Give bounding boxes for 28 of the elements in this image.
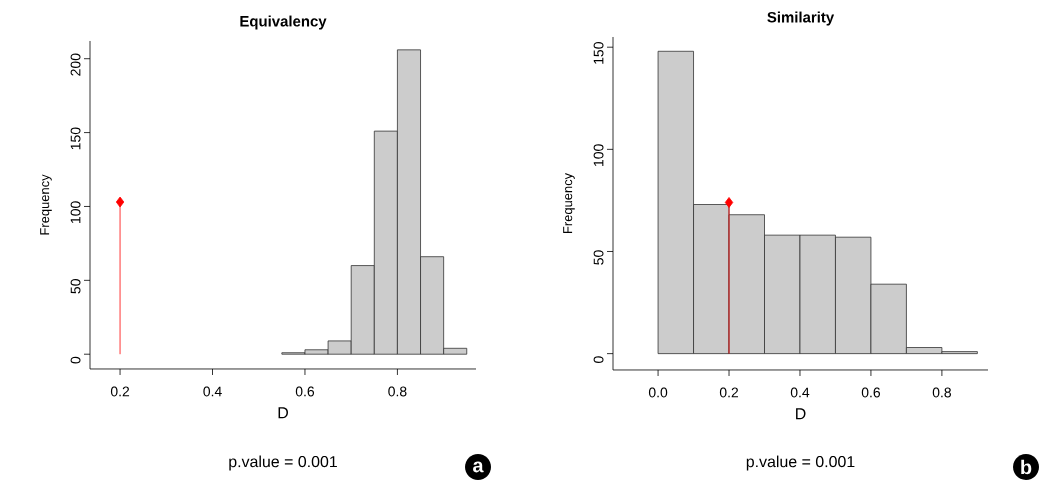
x-tick-label: 0.0 xyxy=(648,387,668,398)
x-axis-title: D xyxy=(796,408,806,420)
x-axis-title: D xyxy=(278,407,288,419)
text: p.value = 0.001 xyxy=(229,455,337,471)
x-tick-label: 0.6 xyxy=(295,386,315,397)
y-tick-label: 150 xyxy=(593,42,604,64)
y-tick-label: 200 xyxy=(70,53,81,76)
y-tick-label: 50 xyxy=(70,279,81,294)
y-tick-label: 150 xyxy=(70,127,81,150)
y-tick-label: 0 xyxy=(593,356,604,363)
x-tick-label: 0.6 xyxy=(861,387,881,398)
chart-title: Similarity xyxy=(767,11,835,26)
y-tick-label: 0 xyxy=(70,356,81,364)
x-tick-label: 0.8 xyxy=(388,386,407,397)
y-axis-title: Frequency xyxy=(563,172,575,234)
x-tick-label: 0.2 xyxy=(719,387,739,398)
x-tick-label: 0.4 xyxy=(790,387,810,398)
y-tick-label: 100 xyxy=(70,201,81,224)
text: p.value = 0.001 xyxy=(746,455,855,471)
y-axis-title: Frequency xyxy=(40,174,52,235)
text: b xyxy=(1021,459,1032,475)
x-tick-label: 0.8 xyxy=(932,387,951,398)
x-tick-label: 0.4 xyxy=(203,386,222,397)
y-tick-label: 50 xyxy=(593,250,604,265)
x-tick-label: 0.2 xyxy=(110,386,130,397)
chart-title: Equivalency xyxy=(240,15,327,30)
y-tick-label: 100 xyxy=(593,144,604,166)
text: a xyxy=(473,461,484,473)
